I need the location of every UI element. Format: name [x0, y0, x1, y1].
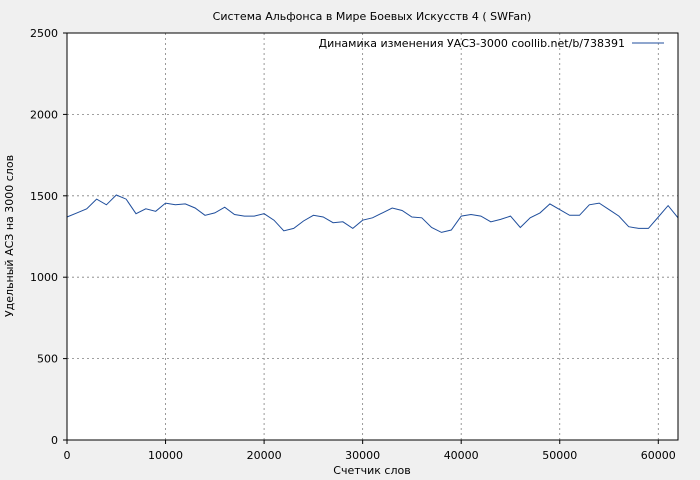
- x-tick-label: 0: [64, 449, 71, 462]
- x-tick-label: 30000: [345, 449, 380, 462]
- x-axis-ticks: 0 10000 20000 30000 40000 50000 60000: [64, 440, 676, 462]
- plot-area: [67, 33, 678, 440]
- x-tick-label: 40000: [444, 449, 479, 462]
- x-tick-label: 10000: [148, 449, 183, 462]
- x-axis-title: Счетчик слов: [333, 464, 410, 477]
- plot-border: [66, 32, 679, 441]
- y-axis-ticks: 0 500 1000 1500 2000 2500: [30, 27, 67, 447]
- y-tick-label: 500: [37, 353, 58, 366]
- series-line: [66, 194, 679, 233]
- y-tick-label: 1500: [30, 190, 58, 203]
- y-axis-title: Удельный АСЗ на 3000 слов: [3, 155, 16, 317]
- y-tick-label: 0: [51, 434, 58, 447]
- legend: Динамика изменения УАСЗ-3000 coollib.net…: [319, 37, 664, 50]
- y-tick-label: 1000: [30, 271, 58, 284]
- chart-title: Система Альфонса в Мире Боевых Искусств …: [213, 10, 532, 23]
- x-tick-label: 50000: [542, 449, 577, 462]
- x-tick-label: 60000: [641, 449, 676, 462]
- y-tick-label: 2000: [30, 108, 58, 121]
- x-tick-label: 20000: [247, 449, 282, 462]
- grid: [67, 33, 678, 440]
- legend-label: Динамика изменения УАСЗ-3000 coollib.net…: [319, 37, 626, 50]
- y-tick-label: 2500: [30, 27, 58, 40]
